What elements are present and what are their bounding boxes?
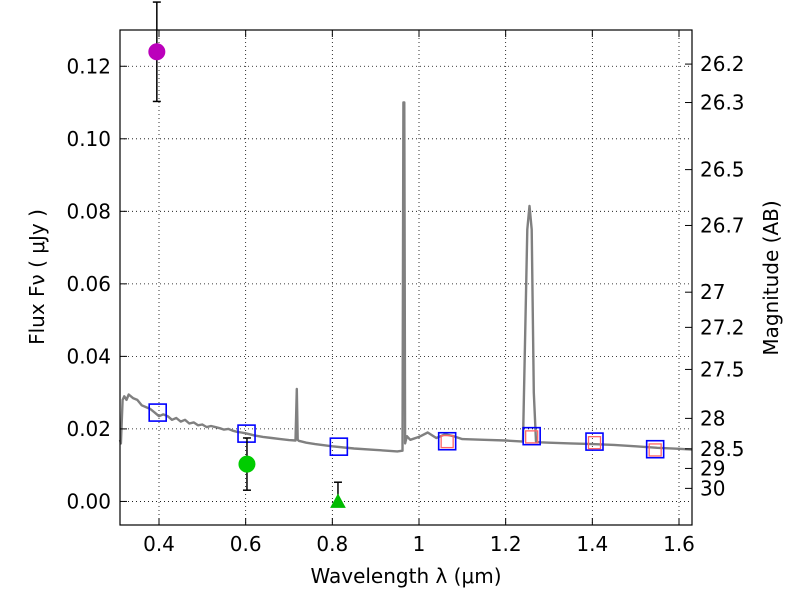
observed-square [648, 443, 662, 457]
y-tick-label: 0.08 [66, 199, 111, 223]
observed-square [587, 436, 602, 450]
magnitude-tick-label: 26.5 [700, 158, 745, 182]
y-tick-label: 0.06 [66, 272, 111, 296]
detection-point [238, 455, 256, 473]
x-tick-label: 1.2 [490, 532, 522, 556]
plot-border [119, 29, 693, 526]
observed-square [440, 434, 454, 449]
y-tick-labels: 0.00 0.02 0.04 0.06 0.08 0.10 0.12 [66, 54, 111, 513]
magnitude-tick-label: 27.2 [700, 315, 745, 339]
detection-point [148, 43, 166, 61]
gridlines [120, 30, 692, 525]
plot-area [120, 30, 692, 525]
detection-triangle [330, 493, 346, 508]
model-photometry-square [148, 403, 167, 422]
magnitude-tick-label: 27 [700, 280, 725, 304]
magnitude-tick-label: 27.5 [700, 357, 745, 381]
y2-axis-label: Magnitude (AB) [759, 200, 783, 355]
model-photometry-square [522, 426, 541, 446]
magnitude-tick-label: 30 [700, 476, 725, 500]
marker-layer [148, 1, 665, 508]
y-axis-label: Flux Fν ( μJy ) [25, 209, 49, 345]
model-photometry-square [585, 432, 604, 451]
x-tick-label: 1.6 [663, 532, 695, 556]
y-tick-label: 0.04 [66, 344, 111, 368]
model-photometry-square [329, 437, 349, 456]
y-tick-label: 0.00 [66, 489, 111, 513]
x-tick-label: 1 [413, 532, 426, 556]
x-tick-label: 0.4 [143, 532, 175, 556]
x-tick-labels: 0.4 0.6 0.8 1 1.2 1.4 1.6 [143, 532, 695, 556]
observed-square [525, 430, 539, 444]
model-sed-line [118, 101, 693, 453]
magnitude-tick-label: 29 [700, 456, 725, 480]
x-tick-label: 1.4 [576, 532, 608, 556]
magnitude-tick-label: 26.2 [700, 52, 745, 76]
y-tick-label: 0.02 [66, 417, 111, 441]
x-axis-label: Wavelength λ (μm) [310, 564, 501, 588]
model-photometry-square [645, 439, 665, 459]
model-photometry-square [437, 431, 457, 451]
ticks [120, 30, 692, 525]
y-tick-label: 0.10 [66, 127, 111, 151]
magnitude-tick-label: 28.5 [700, 437, 745, 461]
magnitude-tick-label: 26.3 [700, 91, 745, 115]
magnitude-tick-label: 28 [700, 406, 725, 430]
x-tick-label: 0.8 [316, 532, 348, 556]
y-tick-label: 0.12 [66, 54, 111, 78]
model-sed-layer [118, 101, 693, 453]
x-tick-label: 0.6 [230, 532, 262, 556]
magnitude-tick-label: 26.7 [700, 213, 745, 237]
